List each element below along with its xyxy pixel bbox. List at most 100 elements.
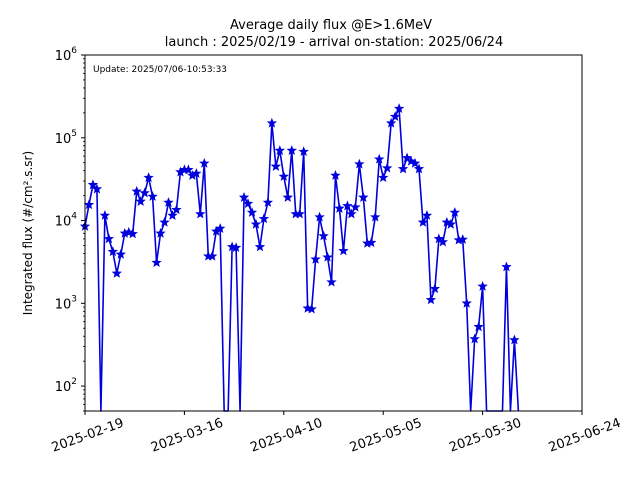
data-point [389,111,401,122]
data-point [370,211,381,222]
chart-title: Average daily flux @E>1.6MeV [230,18,432,33]
data-point [286,145,297,155]
data-point [83,199,95,210]
data-point [103,233,115,244]
x-tick-label: 2025-03-16 [149,416,225,456]
x-tick-label: 2025-06-24 [547,416,623,456]
data-point [191,168,202,178]
update-annotation: Update: 2025/07/06-10:53:33 [93,65,227,75]
data-point [310,253,321,264]
data-point [155,227,166,238]
data-point [215,223,226,233]
data-point [246,207,258,217]
data-point [413,163,425,174]
data-point [274,145,285,155]
data-point [171,204,182,215]
data-point [131,185,142,196]
data-point [350,201,361,212]
data-point [183,164,194,175]
data-point [326,276,337,287]
data-point [278,171,289,181]
data-point [409,157,421,168]
y-tick-label: 105 [55,129,77,147]
data-point [199,157,210,168]
data-point [509,334,520,345]
x-tick-label: 2025-04-10 [249,416,325,456]
y-tick-label: 106 [55,46,78,64]
data-point [111,267,122,278]
series-layer [79,103,520,412]
data-point [425,294,437,305]
y-axis: 102 103 104 105 106 [55,46,85,412]
data-point [195,208,206,219]
data-point [437,236,448,247]
data-point [238,192,250,202]
data-point [366,237,377,248]
data-point [262,197,274,207]
data-point [318,230,329,241]
data-point [143,172,154,183]
data-point [147,191,158,201]
data-point [135,196,146,206]
data-point [322,251,333,262]
data-point [250,218,262,229]
data-point [127,228,138,239]
data-point [99,210,111,220]
data-point [386,117,397,128]
y-tick-label: 104 [55,212,78,230]
data-point [87,179,99,190]
data-point [298,146,309,157]
data-point [417,216,429,227]
data-point [91,183,103,194]
y-tick-label: 102 [55,377,77,395]
data-point [342,200,353,211]
data-point [314,211,325,222]
data-point [445,218,456,229]
data-point [457,234,468,244]
data-point [266,117,278,128]
data-point [449,207,460,217]
data-point [139,187,150,198]
data-point [107,246,118,257]
data-point [461,297,472,308]
data-point [393,103,405,114]
data-point [501,261,512,272]
y-axis-label: Integrated flux (#/cm².s.sr) [21,151,35,315]
data-point [282,192,293,202]
data-point [230,242,242,253]
data-point [429,283,441,294]
data-point [270,161,281,171]
data-point [330,170,341,180]
data-point [477,281,488,291]
data-point [421,210,433,220]
x-axis: 2025-02-19 2025-03-16 2025-04-10 2025-05-05… [50,411,623,456]
data-point [374,153,385,164]
chart-subtitle: launch : 2025/02/19 - arrival on-station… [165,35,503,50]
data-point [382,162,393,173]
series-line [84,107,520,412]
data-point [306,303,317,314]
data-point [163,197,174,207]
data-point [115,248,126,259]
y-tick-label: 103 [55,294,77,312]
x-tick-label: 2025-02-19 [50,416,126,456]
data-point [354,158,365,169]
x-tick-label: 2025-05-30 [447,416,523,456]
data-point [258,213,270,224]
data-point [378,172,389,183]
data-point [254,241,266,252]
data-point [358,192,369,202]
data-point [346,208,357,219]
data-point [151,257,162,268]
x-tick-label: 2025-05-05 [348,416,424,456]
data-point [473,321,484,332]
data-point [242,198,254,209]
data-point [338,245,349,256]
data-point [159,216,170,227]
data-point [167,210,178,220]
data-point [334,203,345,213]
data-point [469,333,480,344]
data-point [207,250,218,261]
data-point [397,163,409,174]
